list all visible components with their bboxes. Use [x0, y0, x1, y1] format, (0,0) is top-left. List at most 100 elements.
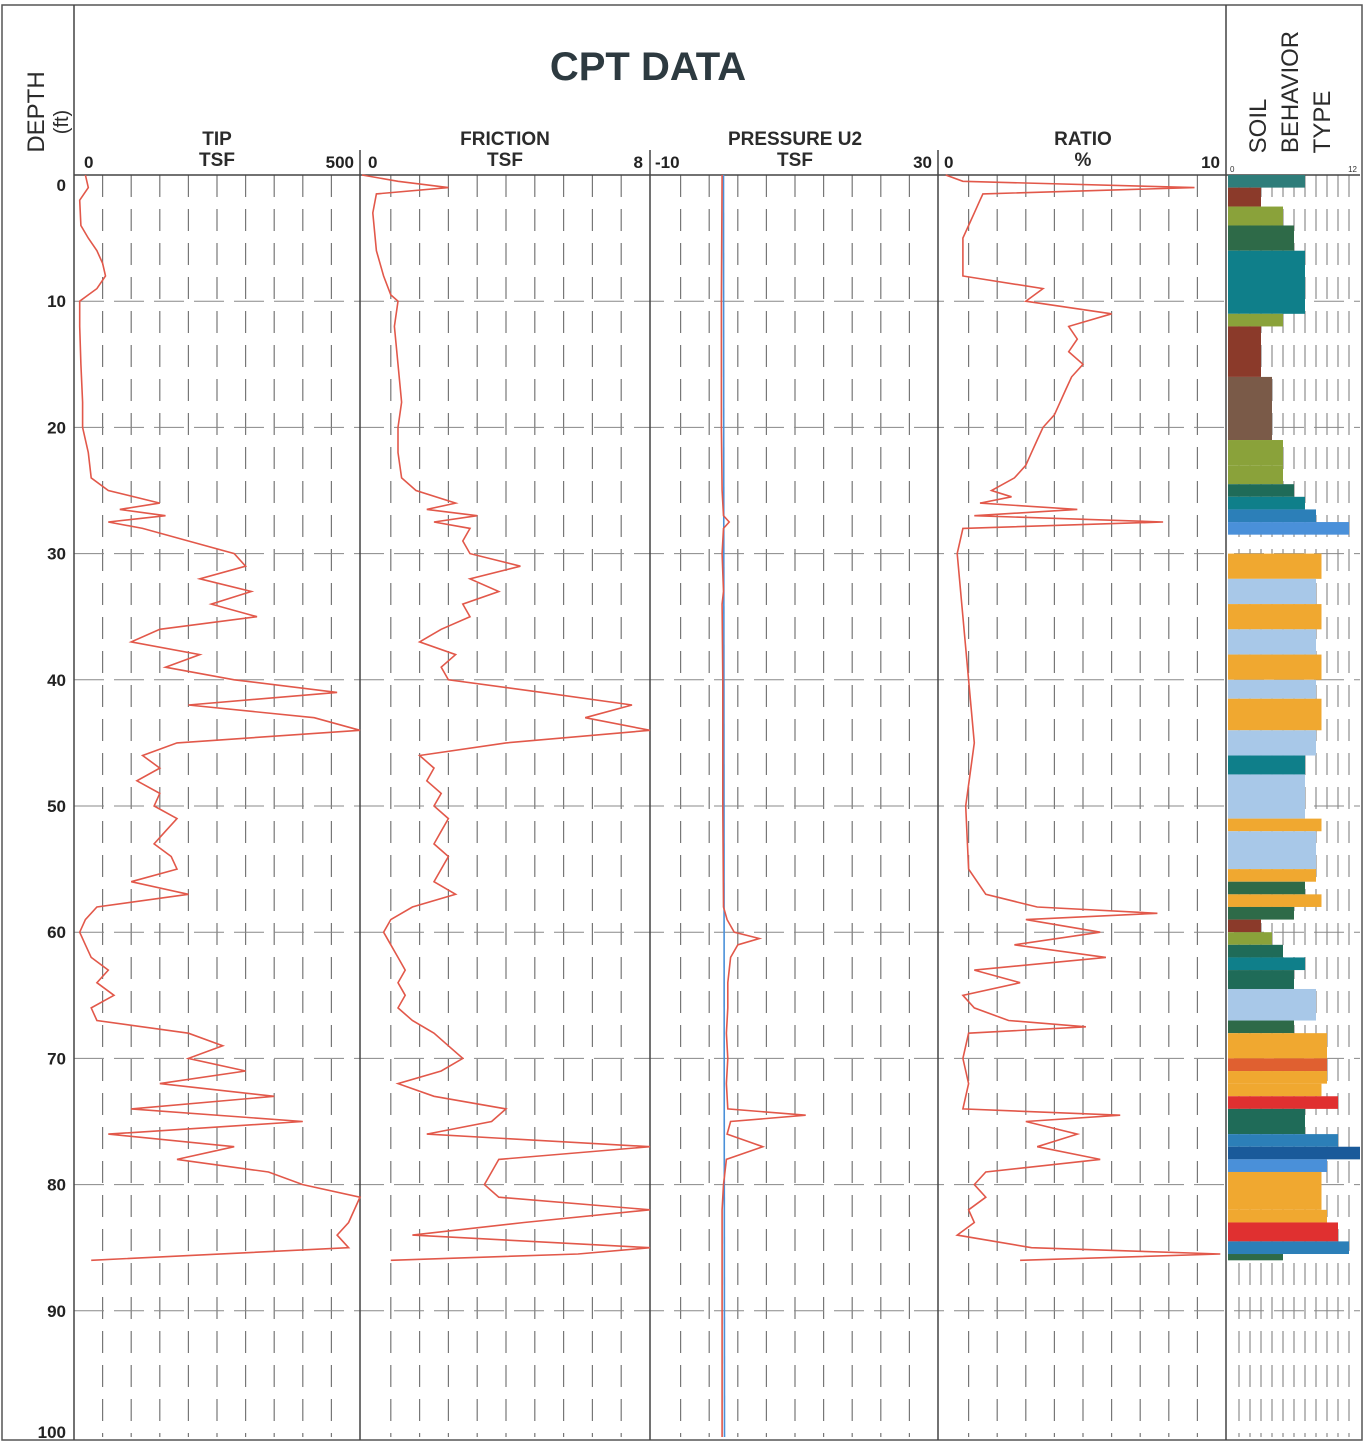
friction-track-header: FRICTION TSF 0 8	[368, 129, 643, 172]
sbt-layer-bar	[1228, 250, 1305, 314]
friction-title: FRICTION	[460, 129, 550, 150]
tip-max-label: 500	[326, 153, 354, 172]
depth-label-line2: (ft)	[51, 110, 73, 134]
sbt-layer-bar	[1228, 522, 1349, 535]
sbt-layer-bar	[1228, 553, 1322, 579]
friction-curve	[361, 174, 651, 1262]
sbt-layer-bar	[1228, 1209, 1327, 1223]
sbt-layer-bar	[1228, 578, 1316, 605]
sbt-layer-bar	[1228, 869, 1316, 882]
depth-tick-label: 60	[47, 923, 66, 942]
tip-min-label: 0	[84, 153, 93, 172]
sbt-layer-bar	[1228, 206, 1283, 226]
depth-tick-label: 40	[47, 671, 66, 690]
sbt-layer-bar	[1228, 730, 1316, 756]
sbt-layer-bar	[1228, 484, 1294, 497]
ratio-title: RATIO	[1054, 129, 1112, 150]
depth-tick-label: 10	[47, 292, 66, 311]
sbt-layer-bar	[1228, 496, 1305, 510]
sbt-layer-bar	[1228, 326, 1261, 377]
sbt-title-line3: TYPE	[1309, 91, 1336, 154]
sbt-layer-bar	[1228, 1159, 1327, 1172]
pressure-max-label: 30	[913, 153, 932, 172]
depth-tick-label: 30	[47, 545, 66, 564]
tip-unit: TSF	[199, 150, 235, 171]
sbt-layer-bar	[1228, 894, 1322, 907]
sbt-layer-bar	[1228, 654, 1322, 680]
sbt-layer-bar	[1228, 774, 1305, 819]
sbt-layer-bar	[1228, 919, 1261, 933]
depth-axis-label: DEPTH (ft)	[23, 71, 73, 152]
sbt-layer-bar	[1228, 1222, 1338, 1242]
sbt-track-header: SOIL BEHAVIOR TYPE 0 12	[1230, 31, 1358, 174]
pressure-hydrostatic-line	[722, 174, 726, 1438]
ratio-min-label: 0	[944, 153, 953, 172]
sbt-layer-bar	[1228, 1083, 1322, 1097]
grid-layer	[74, 175, 1360, 1437]
depth-label-line1: DEPTH	[23, 71, 50, 152]
ratio-curve	[945, 174, 1221, 1262]
ratio-unit: %	[1075, 150, 1092, 171]
sbt-layer-bar	[1228, 175, 1305, 188]
sbt-layer-bar	[1228, 225, 1294, 251]
tip-track-header: TIP TSF 0 500	[84, 129, 354, 172]
sbt-layer-bar	[1228, 679, 1316, 699]
ratio-max-label: 10	[1201, 153, 1220, 172]
pressure-curve	[720, 174, 806, 1437]
depth-ticks: 0 10 20 30 40 50 60 70 80 90 100	[38, 176, 66, 1442]
sbt-layer-bar	[1228, 818, 1322, 832]
ratio-track-header: RATIO % 0 10	[944, 129, 1220, 172]
sbt-layer-bar	[1228, 313, 1283, 327]
sbt-layer-bar	[1228, 755, 1305, 775]
depth-tick-label: 50	[47, 797, 66, 816]
sbt-layer-bar	[1228, 970, 1294, 989]
sbt-layer-bar	[1228, 1096, 1338, 1109]
sbt-layer-bar	[1228, 1134, 1338, 1147]
sbt-layer-bar	[1228, 906, 1294, 920]
depth-tick-label: 80	[47, 1176, 66, 1195]
outer-frame	[1, 4, 1363, 1441]
sbt-layer-bar	[1228, 509, 1316, 523]
sbt-layer-bar	[1228, 1108, 1305, 1135]
depth-tick-label: 70	[47, 1049, 66, 1068]
sbt-layers	[1228, 175, 1360, 1261]
sbt-layer-bar	[1228, 932, 1272, 945]
sbt-title-line1: SOIL	[1245, 99, 1272, 154]
sbt-max-label: 12	[1348, 165, 1357, 174]
sbt-layer-bar	[1228, 376, 1272, 441]
sbt-layer-bar	[1228, 1020, 1294, 1034]
friction-min-label: 0	[368, 153, 377, 172]
sbt-layer-bar	[1228, 1071, 1327, 1084]
chart-title: CPT DATA	[550, 45, 746, 89]
sbt-layer-bar	[1228, 465, 1283, 485]
sbt-layer-bar	[1228, 187, 1261, 207]
sbt-layer-bar	[1228, 957, 1305, 971]
pressure-min-label: -10	[655, 153, 680, 172]
sbt-layer-bar	[1228, 1146, 1360, 1160]
sbt-layer-bar	[1228, 831, 1316, 870]
sbt-layer-bar	[1228, 988, 1316, 1021]
sbt-layer-bar	[1228, 1058, 1327, 1072]
friction-unit: TSF	[487, 150, 523, 171]
sbt-layer-bar	[1228, 1254, 1283, 1261]
friction-max-label: 8	[634, 153, 643, 172]
sbt-layer-bar	[1228, 1241, 1349, 1255]
sbt-layer-bar	[1228, 1171, 1322, 1210]
pressure-title: PRESSURE U2	[728, 129, 862, 150]
sbt-layer-bar	[1228, 1033, 1327, 1059]
depth-tick-label: 90	[47, 1302, 66, 1321]
depth-tick-label: 100	[38, 1423, 66, 1442]
pressure-unit: TSF	[777, 150, 813, 171]
sbt-layer-bar	[1228, 881, 1305, 895]
depth-tick-label: 20	[47, 418, 66, 437]
sbt-layer-bar	[1228, 629, 1316, 655]
depth-tick-label: 0	[57, 176, 66, 195]
sbt-title-line2: BEHAVIOR	[1277, 31, 1304, 153]
sbt-layer-bar	[1228, 604, 1322, 630]
tip-title: TIP	[202, 129, 232, 150]
frame-layer	[1, 4, 1363, 1441]
sbt-min-label: 0	[1230, 165, 1235, 174]
sbt-layer-bar	[1228, 944, 1283, 958]
tip-curve	[78, 174, 362, 1262]
